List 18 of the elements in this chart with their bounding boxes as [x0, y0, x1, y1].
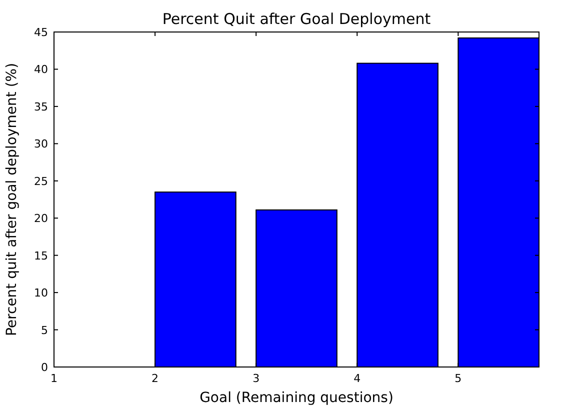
y-tick-label: 15 — [34, 249, 48, 262]
x-tick-label: 1 — [50, 372, 58, 385]
x-tick-label: 3 — [252, 372, 260, 385]
y-tick-label: 5 — [41, 324, 48, 337]
chart-title: Percent Quit after Goal Deployment — [162, 10, 431, 28]
x-tick-label: 2 — [152, 372, 159, 385]
y-axis-title: Percent quit after goal deployment (%) — [4, 62, 20, 336]
x-tick-label: 5 — [454, 372, 462, 385]
y-tick-label: 40 — [34, 63, 48, 76]
y-tick-label: 10 — [34, 286, 48, 300]
x-axis-title: Goal (Remaining questions) — [200, 390, 394, 406]
y-tick-label: 0 — [41, 361, 48, 374]
y-tick-label: 45 — [34, 26, 48, 39]
y-tick-label: 20 — [34, 212, 48, 226]
y-tick-label: 30 — [34, 138, 48, 151]
y-tick-label: 25 — [34, 174, 48, 188]
y-tick-label: 35 — [34, 100, 48, 114]
x-tick-label: 4 — [354, 372, 361, 385]
